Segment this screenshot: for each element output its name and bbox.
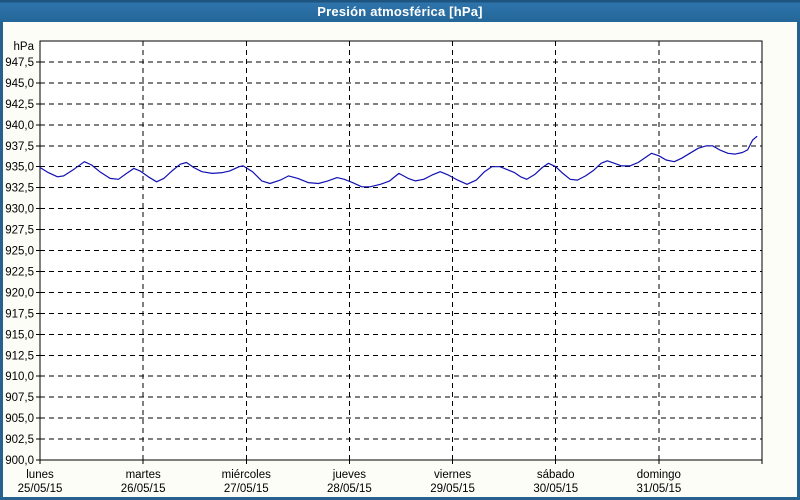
pressure-chart: 947,5 945,0 942,5 940,0 937,5 935,0 932,5 930,0… bbox=[5, 40, 763, 495]
y-tick-label: 935,0 bbox=[5, 162, 34, 174]
y-tick-label: 900,0 bbox=[5, 455, 34, 467]
y-tick-label: 912,5 bbox=[5, 350, 34, 362]
y-tick-label: 907,5 bbox=[5, 392, 34, 404]
y-tick-label: 927,5 bbox=[5, 225, 34, 237]
y-tick-label: 947,5 bbox=[5, 57, 34, 69]
y-axis-unit-label: hPa bbox=[14, 41, 35, 53]
y-tick-label: 910,0 bbox=[5, 371, 34, 383]
x-tick-day-name: jueves bbox=[332, 469, 366, 481]
x-tick-date: 28/05/15 bbox=[327, 483, 372, 495]
y-tick-label: 945,0 bbox=[5, 78, 34, 90]
y-tick-label: 925,0 bbox=[5, 246, 34, 258]
x-tick-day-name: lunes bbox=[26, 469, 54, 481]
window-title: Presión atmosférica [hPa] bbox=[317, 3, 483, 19]
x-tick-date: 29/05/15 bbox=[430, 483, 475, 495]
x-tick-date: 25/05/15 bbox=[18, 483, 63, 495]
y-tick-label: 940,0 bbox=[5, 120, 34, 132]
x-tick-date: 27/05/15 bbox=[224, 483, 269, 495]
x-tick-day-name: martes bbox=[126, 469, 161, 481]
x-tick-day-name: viernes bbox=[434, 469, 471, 481]
x-tick-date: 31/05/15 bbox=[636, 483, 681, 495]
y-tick-label: 922,5 bbox=[5, 266, 34, 278]
y-tick-label: 937,5 bbox=[5, 141, 34, 153]
window-titlebar: Presión atmosférica [hPa] bbox=[0, 0, 800, 22]
y-tick-label: 942,5 bbox=[5, 99, 34, 111]
pressure-line bbox=[39, 135, 758, 188]
y-tick-label: 932,5 bbox=[5, 183, 34, 195]
x-tick-date: 26/05/15 bbox=[121, 483, 166, 495]
x-tick-day-name: domingo bbox=[637, 469, 681, 481]
y-tick-label: 920,0 bbox=[5, 287, 34, 299]
y-tick-label: 902,5 bbox=[5, 434, 34, 446]
y-tick-label: 915,0 bbox=[5, 329, 34, 341]
chart-content-area: 947,5 945,0 942,5 940,0 937,5 935,0 932,5 930,0… bbox=[3, 22, 797, 497]
x-tick-day-name: sábado bbox=[537, 469, 575, 481]
y-tick-label: 917,5 bbox=[5, 308, 34, 320]
y-tick-label: 930,0 bbox=[5, 204, 34, 216]
y-tick-label: 905,0 bbox=[5, 413, 34, 425]
x-tick-day-name: miércoles bbox=[222, 469, 271, 481]
x-tick-date: 30/05/15 bbox=[533, 483, 578, 495]
